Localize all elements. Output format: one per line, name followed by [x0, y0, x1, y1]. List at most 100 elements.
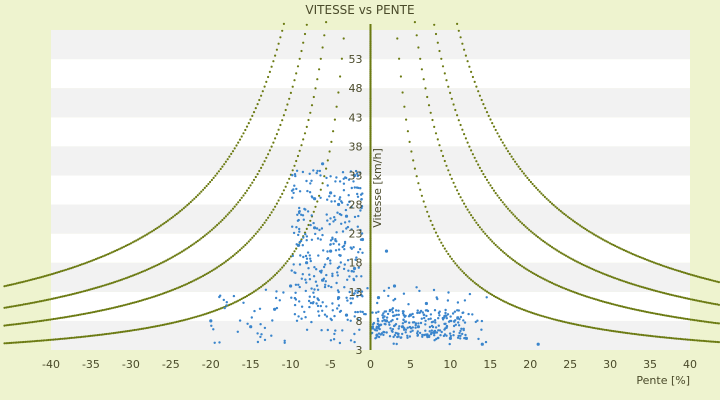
curve-point: [429, 111, 432, 114]
curve-point: [108, 282, 111, 285]
curve-point: [598, 236, 601, 239]
scatter-point: [264, 288, 268, 291]
curve-point: [515, 163, 518, 166]
curve-point: [107, 283, 110, 286]
curve-point: [93, 258, 96, 261]
scatter-point: [376, 301, 379, 305]
scatter-point: [385, 316, 389, 319]
curve-point: [17, 281, 20, 284]
curve-point: [457, 29, 460, 32]
curve-point: [70, 267, 73, 270]
curve-point: [492, 294, 496, 298]
curve-point: [166, 258, 169, 261]
scatter-point: [291, 196, 294, 199]
curve-point: [668, 336, 671, 339]
curve-point: [709, 321, 712, 324]
curve-point: [298, 149, 301, 152]
curve-point: [540, 276, 543, 279]
scatter-point: [313, 197, 317, 201]
curve-point: [56, 338, 59, 341]
curve-point: [61, 269, 64, 272]
curve-point: [431, 223, 434, 227]
curve-point: [249, 292, 252, 295]
curve-point: [478, 285, 481, 288]
curve-point: [112, 281, 115, 284]
scatter-point: [346, 259, 350, 262]
curve-point: [496, 296, 499, 299]
scatter-point: [464, 333, 467, 337]
scatter-point: [438, 314, 441, 317]
curve-point: [121, 330, 124, 333]
curve-point: [517, 306, 520, 309]
scatter-point: [360, 206, 363, 210]
curve-point: [149, 296, 152, 299]
curve-point: [191, 199, 194, 202]
scatter-point: [348, 220, 351, 223]
curve-point: [129, 329, 133, 332]
curve-point: [485, 290, 489, 293]
scatter-point: [298, 227, 301, 231]
scatter-point: [460, 327, 463, 330]
curve-point: [24, 280, 27, 283]
scatter-point: [459, 334, 462, 337]
scatter-point: [356, 310, 359, 314]
curve-point: [649, 288, 652, 291]
curve-point: [651, 311, 654, 315]
curve-point: [691, 318, 694, 321]
curve-point: [538, 314, 541, 317]
curve-point: [614, 244, 617, 247]
scatter-point: [349, 170, 353, 173]
curve-point: [38, 339, 41, 342]
scatter-point: [341, 230, 345, 233]
curve-point: [456, 189, 459, 192]
curve-point: [575, 291, 578, 295]
curve-point: [61, 316, 64, 319]
curve-point: [703, 301, 707, 304]
scatter-point: [346, 318, 349, 321]
curve-point: [457, 266, 460, 269]
scatter-point: [304, 316, 307, 319]
curve-point: [240, 297, 243, 300]
scatter-point: [348, 275, 351, 278]
curve-point: [303, 32, 307, 36]
scatter-point: [381, 319, 384, 323]
curve-point: [170, 256, 173, 259]
curve-point: [138, 271, 141, 274]
curve-point: [158, 324, 161, 327]
scatter-point: [484, 340, 488, 344]
curve-point: [577, 292, 580, 295]
curve-point: [152, 295, 155, 298]
scatter-point: [458, 318, 461, 321]
scatter-point: [376, 319, 380, 322]
curve-point: [566, 321, 569, 324]
curve-point: [12, 341, 15, 344]
curve-point: [482, 288, 485, 291]
curve-point: [628, 251, 631, 254]
curve-point: [103, 284, 106, 287]
curve-point: [124, 277, 127, 280]
curve-point: [63, 316, 66, 319]
curve-point: [651, 288, 654, 291]
curve-point: [716, 303, 719, 306]
curve-point: [142, 235, 145, 238]
curve-point: [151, 230, 154, 233]
curve-point: [79, 291, 82, 294]
curve-point: [424, 205, 427, 208]
curve-point: [240, 196, 243, 199]
curve-point: [12, 305, 15, 308]
curve-point: [173, 287, 177, 291]
curve-point: [543, 195, 547, 199]
curve-point: [456, 114, 459, 117]
curve-point: [413, 167, 416, 170]
curve-point: [98, 309, 101, 312]
curve-point: [128, 243, 131, 246]
curve-point: [443, 247, 446, 250]
curve-point: [274, 273, 277, 276]
scatter-point: [336, 274, 339, 277]
curve-point: [172, 288, 175, 291]
curve-point: [644, 310, 647, 313]
curve-point: [670, 267, 673, 270]
curve-point: [205, 233, 208, 236]
curve-point: [321, 46, 324, 49]
curve-point: [452, 103, 455, 106]
